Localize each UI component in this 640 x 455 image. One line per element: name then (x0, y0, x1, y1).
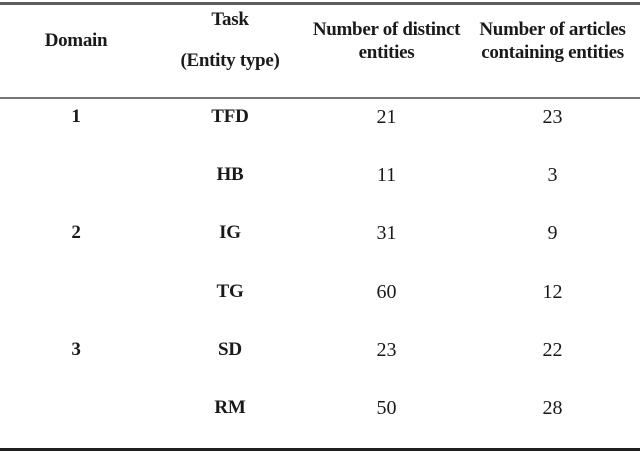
cell-distinct-entities: 60 (376, 280, 397, 303)
header-articles-line2: containing entities (481, 42, 624, 63)
cell-task: SD (218, 338, 242, 360)
table-top-rule (0, 2, 640, 5)
cell-articles-containing: 9 (547, 222, 558, 245)
cell-domain (0, 390, 152, 448)
cell-distinct-entities: 11 (376, 164, 397, 187)
cell-articles-containing: 12 (542, 280, 563, 303)
cell-task: IG (219, 222, 241, 244)
cell-domain (0, 274, 152, 332)
table-header-row: Domain Task (Entity type) Number of dist… (0, 5, 640, 97)
table-body: 1 TFD 21 23 HB 11 3 2 IG 31 9 TG 60 12 3… (0, 99, 640, 448)
header-domain-label: Domain (44, 30, 108, 51)
header-domain: Domain (0, 5, 152, 97)
cell-domain (0, 157, 152, 215)
table-header-separator-rule (0, 97, 640, 99)
cell-domain: 3 (71, 338, 81, 360)
cell-articles-containing: 23 (542, 106, 563, 128)
header-distinct-line1: Number of distinct (312, 19, 461, 40)
cell-task: TG (216, 280, 244, 302)
cell-distinct-entities: 21 (376, 106, 397, 128)
cell-distinct-entities: 31 (376, 222, 397, 245)
cell-articles-containing: 22 (542, 338, 563, 361)
header-articles-line1: Number of articles (479, 19, 626, 40)
cell-domain: 1 (71, 106, 81, 127)
cell-articles-containing: 3 (547, 164, 558, 187)
header-articles-containing: Number of articles containing entities (465, 5, 640, 97)
header-distinct-entities: Number of distinct entities (308, 5, 465, 97)
cell-distinct-entities: 50 (376, 396, 397, 419)
header-task: Task (Entity type) (152, 5, 308, 97)
cell-articles-containing: 28 (542, 396, 563, 419)
cell-task: RM (214, 396, 246, 418)
header-distinct-line2: entities (358, 42, 415, 63)
header-entity-type-label: (Entity type) (180, 50, 280, 71)
header-task-label: Task (211, 9, 249, 30)
table-bottom-rule (0, 448, 640, 451)
cell-domain: 2 (71, 222, 81, 244)
cell-task: HB (216, 164, 244, 186)
cell-distinct-entities: 23 (376, 338, 397, 361)
cell-task: TFD (211, 106, 249, 127)
